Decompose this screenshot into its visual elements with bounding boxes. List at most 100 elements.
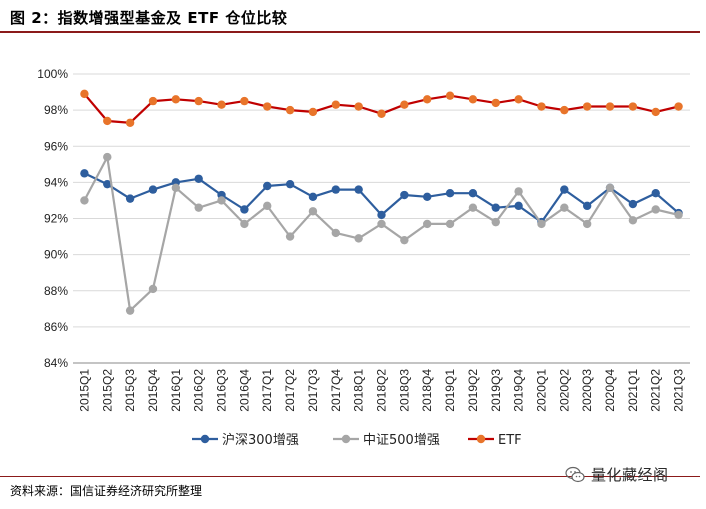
legend-item-etf: ETF	[468, 433, 522, 448]
data-point-hs300	[400, 190, 409, 200]
y-tick-label: 86%	[44, 320, 68, 334]
data-point-zz500	[560, 203, 569, 212]
x-tick-label: 2017Q2	[283, 369, 297, 412]
legend-label: ETF	[498, 433, 522, 448]
data-point-etf	[194, 96, 203, 106]
data-point-hs300	[468, 189, 478, 198]
data-point-hs300	[560, 185, 569, 194]
legend: 沪深300增强 中证500增强 ETF	[192, 432, 522, 448]
x-tick-label: 2019Q2	[466, 369, 480, 412]
y-tick-label: 96%	[44, 139, 68, 153]
data-point-etf	[400, 100, 409, 109]
data-point-zz500	[400, 235, 409, 245]
x-tick-label: 2016Q1	[169, 369, 183, 412]
x-tick-label: 2020Q4	[603, 369, 617, 412]
series-etf	[80, 89, 683, 127]
data-point-etf	[537, 102, 546, 111]
data-point-etf	[148, 96, 158, 106]
series-layer	[80, 89, 683, 315]
data-point-etf	[582, 102, 592, 111]
data-point-etf	[514, 95, 523, 104]
data-point-zz500	[80, 196, 89, 205]
data-point-hs300	[354, 185, 363, 194]
data-point-etf	[331, 100, 340, 109]
x-tick-label: 2016Q3	[215, 369, 229, 412]
x-tick-label: 2017Q4	[329, 369, 343, 412]
data-point-hs300	[514, 201, 523, 211]
x-tick-label: 2015Q4	[146, 369, 160, 412]
data-point-hs300	[331, 185, 340, 194]
data-point-zz500	[651, 205, 660, 214]
x-tick-label: 2019Q4	[512, 369, 526, 412]
data-point-etf	[285, 105, 295, 115]
legend-swatch-marker	[341, 434, 351, 444]
data-point-zz500	[628, 216, 638, 225]
top-rule	[0, 31, 700, 33]
data-point-zz500	[377, 219, 386, 229]
x-tick-label: 2020Q2	[557, 369, 571, 412]
x-tick-label: 2020Q3	[580, 369, 594, 412]
x-tick-label: 2021Q3	[672, 369, 686, 412]
data-point-hs300	[308, 192, 318, 202]
data-point-zz500	[605, 183, 615, 192]
legend-item-zz500: 中证500增强	[333, 433, 440, 448]
data-point-etf	[628, 102, 638, 111]
data-point-etf	[80, 89, 89, 99]
data-point-zz500	[194, 203, 203, 212]
data-point-etf	[445, 91, 455, 100]
data-point-etf	[217, 100, 226, 109]
data-point-zz500	[445, 219, 455, 229]
x-tick-label: 2019Q1	[443, 369, 457, 412]
watermark: 量化藏经阁	[565, 464, 669, 485]
chart-title: 图 2：指数增强型基金及 ETF 仓位比较	[10, 9, 288, 27]
data-point-etf	[240, 96, 249, 106]
data-point-zz500	[308, 207, 318, 216]
legend-swatch-marker	[476, 434, 486, 444]
data-point-etf	[308, 107, 318, 117]
x-tick-label: 2018Q1	[352, 369, 366, 412]
x-tick-label: 2016Q4	[237, 369, 251, 412]
x-tick-label: 2018Q3	[397, 369, 411, 412]
data-point-etf	[468, 95, 478, 104]
x-tick-label: 2015Q1	[77, 369, 91, 412]
y-tick-label: 100%	[37, 67, 68, 81]
data-point-etf	[263, 102, 272, 111]
data-point-zz500	[125, 306, 135, 315]
data-point-hs300	[445, 189, 455, 198]
data-point-hs300	[491, 203, 500, 212]
data-point-etf	[560, 105, 569, 115]
data-point-etf	[674, 102, 683, 111]
x-tick-label: 2021Q2	[649, 369, 663, 412]
data-point-hs300	[423, 192, 432, 202]
data-point-hs300	[240, 205, 249, 214]
data-point-hs300	[285, 179, 295, 189]
y-tick-label: 94%	[44, 175, 68, 189]
data-point-hs300	[263, 181, 272, 191]
data-point-zz500	[263, 201, 272, 211]
data-point-etf	[125, 118, 135, 127]
y-tick-label: 90%	[44, 248, 68, 262]
data-point-zz500	[582, 219, 592, 229]
data-point-hs300	[628, 199, 638, 209]
data-point-etf	[651, 107, 660, 117]
data-point-hs300	[582, 201, 592, 211]
data-point-zz500	[103, 152, 112, 162]
data-point-zz500	[148, 284, 158, 294]
x-tick-label: 2018Q2	[375, 369, 389, 412]
data-point-zz500	[240, 219, 249, 229]
data-point-etf	[423, 95, 432, 104]
y-tick-label: 88%	[44, 284, 68, 298]
x-tick-label: 2021Q1	[626, 369, 640, 412]
data-point-zz500	[514, 187, 523, 196]
data-point-zz500	[423, 219, 432, 229]
y-tick-label: 98%	[44, 103, 68, 117]
data-point-zz500	[468, 203, 478, 212]
y-tick-label: 92%	[44, 212, 68, 226]
data-point-etf	[103, 116, 112, 126]
data-point-hs300	[80, 169, 89, 178]
x-tick-label: 2018Q4	[420, 369, 434, 412]
data-point-hs300	[103, 179, 112, 189]
x-tick-label: 2017Q3	[306, 369, 320, 412]
legend-label: 沪深300增强	[222, 432, 299, 448]
data-point-etf	[377, 109, 386, 118]
